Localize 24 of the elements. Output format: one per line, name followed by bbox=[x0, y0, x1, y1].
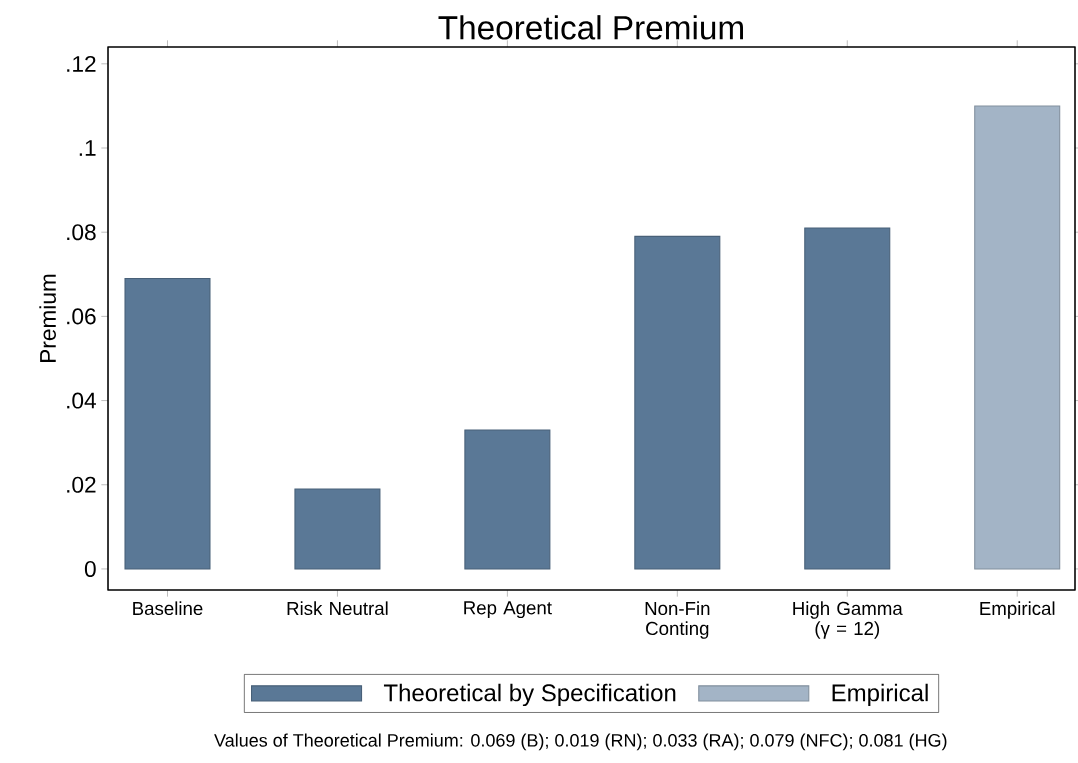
y-axis-title: Premium bbox=[39, 274, 56, 362]
text: Values of Theoretical Premium: 0.069 (B); 0.019 (RN); 0.033 (RA); 0.079 (NFC); 0.081 (HG) bbox=[214, 733, 947, 751]
y-tick-label: .04 bbox=[67, 392, 96, 409]
y-tick-label: .08 bbox=[67, 224, 96, 241]
x-tick-label: Rep Agent bbox=[464, 601, 552, 619]
x-tick-label: Non-Fin Conting bbox=[645, 601, 710, 639]
chart-title: Theoretical Premium bbox=[438, 15, 743, 40]
bar bbox=[804, 227, 891, 570]
bar bbox=[124, 277, 211, 570]
y-tick-label: .1 bbox=[79, 140, 96, 156]
bar bbox=[294, 488, 381, 570]
x-tick-label: High Gamma (γ = 12) bbox=[793, 601, 903, 639]
legend-label: Theoretical by Specification bbox=[383, 683, 676, 707]
y-tick-label: .06 bbox=[67, 308, 96, 325]
legend-label: Empirical bbox=[832, 683, 928, 707]
x-tick-label: Baseline bbox=[133, 601, 203, 616]
y-tick-label: .12 bbox=[67, 55, 96, 72]
bar bbox=[634, 235, 721, 570]
bar bbox=[974, 105, 1061, 570]
y-tick-label: .02 bbox=[67, 476, 96, 493]
x-tick-label: Risk Neutral bbox=[287, 601, 388, 616]
bar bbox=[464, 429, 551, 570]
y-tick-label: 0 bbox=[84, 560, 96, 577]
x-tick-label: Empirical bbox=[980, 601, 1055, 619]
